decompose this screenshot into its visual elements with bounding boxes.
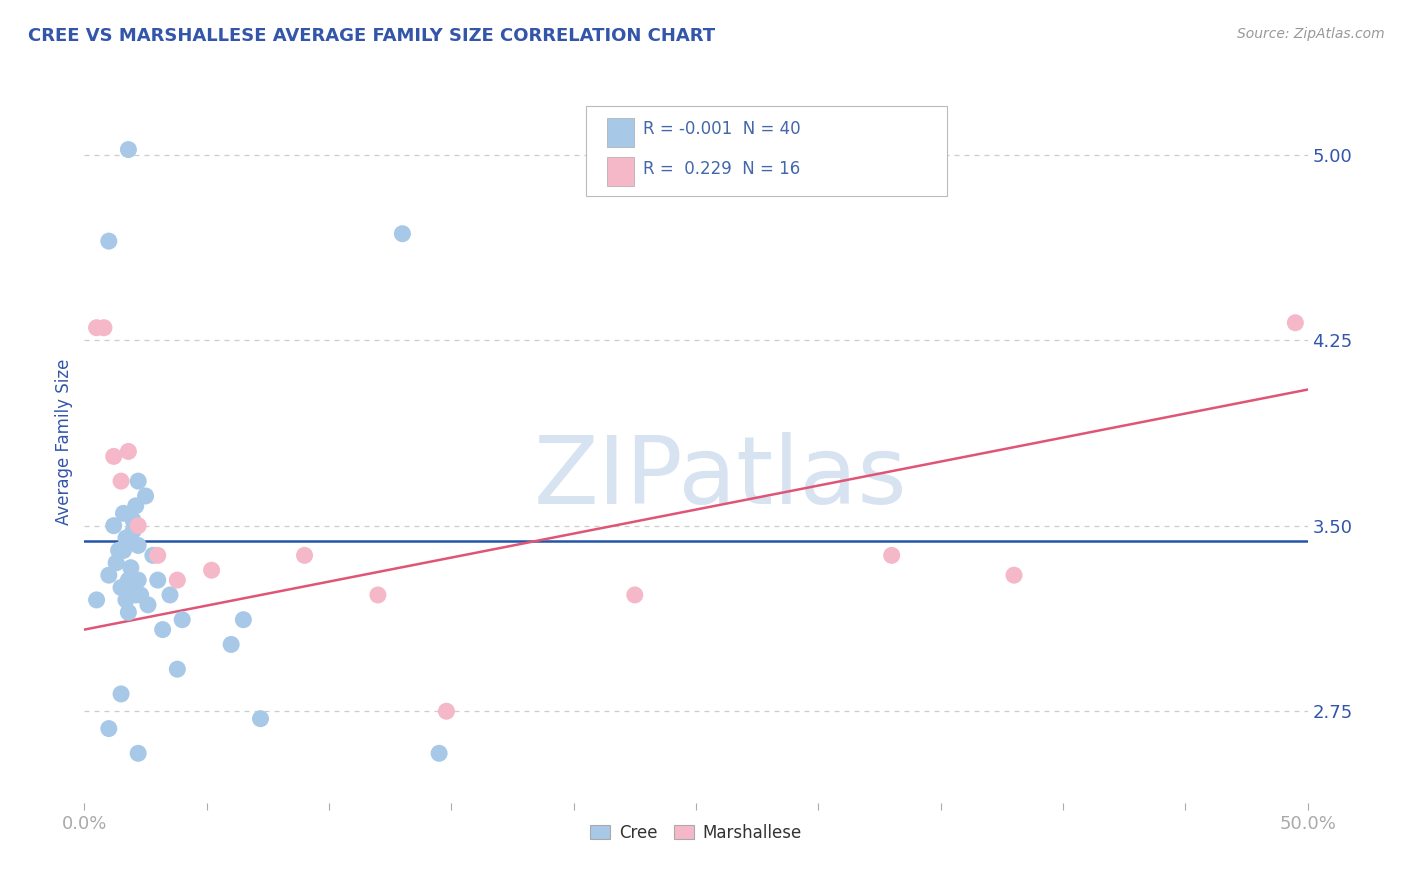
Point <box>159 588 181 602</box>
Point <box>127 747 149 761</box>
Point <box>127 518 149 533</box>
Point <box>249 712 271 726</box>
Point <box>146 573 169 587</box>
Point <box>122 514 145 528</box>
Point <box>122 524 145 538</box>
Point <box>110 687 132 701</box>
Point <box>294 549 316 563</box>
Point <box>166 662 188 676</box>
Point <box>115 531 138 545</box>
Point <box>367 588 389 602</box>
Point <box>127 539 149 553</box>
Point <box>127 474 149 488</box>
FancyBboxPatch shape <box>586 105 946 196</box>
Point <box>117 605 139 619</box>
Text: R = -0.001  N = 40: R = -0.001 N = 40 <box>644 120 801 138</box>
Point <box>391 227 413 241</box>
Point <box>880 549 903 563</box>
Point <box>97 722 120 736</box>
Point <box>103 450 125 464</box>
Point <box>117 573 139 587</box>
Point <box>110 581 132 595</box>
Point <box>1002 568 1025 582</box>
Point <box>166 573 188 587</box>
Point <box>86 593 108 607</box>
Point <box>172 613 194 627</box>
Point <box>125 588 148 602</box>
Point <box>110 474 132 488</box>
Legend: Cree, Marshallese: Cree, Marshallese <box>583 817 808 848</box>
Point <box>436 704 458 718</box>
Text: ZIPatlas: ZIPatlas <box>534 432 907 524</box>
Point <box>200 563 222 577</box>
Point <box>120 560 142 574</box>
Point <box>219 637 242 651</box>
Point <box>1284 316 1306 330</box>
Point <box>127 573 149 587</box>
Point <box>624 588 647 602</box>
Point <box>136 598 159 612</box>
Point <box>103 518 125 533</box>
Point <box>97 234 120 248</box>
Point <box>152 623 174 637</box>
FancyBboxPatch shape <box>606 118 634 146</box>
Point <box>142 549 165 563</box>
Text: R =  0.229  N = 16: R = 0.229 N = 16 <box>644 160 800 178</box>
Point <box>232 613 254 627</box>
FancyBboxPatch shape <box>606 157 634 186</box>
Point <box>115 593 138 607</box>
Point <box>135 489 157 503</box>
Text: Source: ZipAtlas.com: Source: ZipAtlas.com <box>1237 27 1385 41</box>
Point <box>107 543 129 558</box>
Text: CREE VS MARSHALLESE AVERAGE FAMILY SIZE CORRELATION CHART: CREE VS MARSHALLESE AVERAGE FAMILY SIZE … <box>28 27 716 45</box>
Point <box>146 549 169 563</box>
Point <box>93 320 115 334</box>
Point <box>117 444 139 458</box>
Point <box>97 568 120 582</box>
Point <box>112 543 135 558</box>
Point <box>125 499 148 513</box>
Point <box>120 588 142 602</box>
Point <box>427 747 450 761</box>
Point <box>112 506 135 520</box>
Point <box>86 320 108 334</box>
Point <box>105 556 128 570</box>
Point <box>117 143 139 157</box>
Point <box>129 588 152 602</box>
Y-axis label: Average Family Size: Average Family Size <box>55 359 73 524</box>
